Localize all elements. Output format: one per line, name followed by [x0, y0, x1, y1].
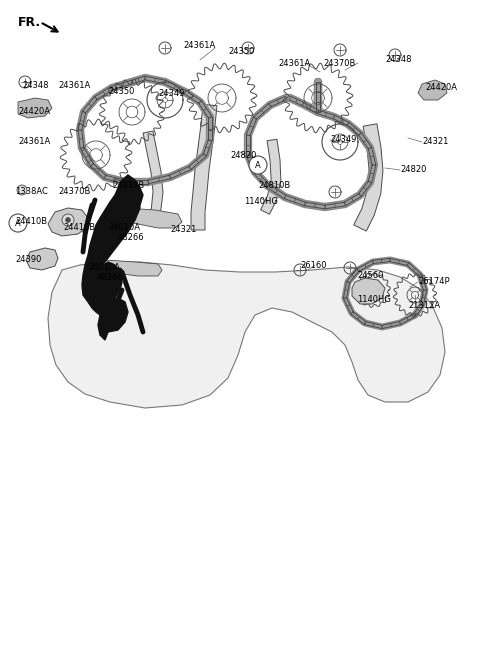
Text: 1338AC: 1338AC — [15, 187, 48, 195]
Text: 24350: 24350 — [228, 48, 254, 57]
Text: 48266: 48266 — [97, 273, 124, 282]
Polygon shape — [352, 278, 385, 304]
Text: 24820: 24820 — [230, 152, 256, 160]
Text: 24350: 24350 — [108, 88, 134, 96]
Text: 24348: 24348 — [385, 55, 411, 65]
Text: 24321: 24321 — [422, 137, 448, 147]
Text: 24010A: 24010A — [88, 263, 120, 271]
Polygon shape — [354, 124, 383, 231]
Text: 24410B: 24410B — [15, 218, 47, 226]
Circle shape — [62, 214, 74, 226]
Text: 26174P: 26174P — [418, 277, 450, 286]
Polygon shape — [18, 98, 52, 118]
Text: 1140HG: 1140HG — [357, 296, 391, 304]
Polygon shape — [143, 131, 163, 227]
Text: 24810B: 24810B — [112, 182, 144, 191]
Polygon shape — [48, 208, 88, 236]
Text: 24420A: 24420A — [425, 84, 457, 92]
Text: 21312A: 21312A — [408, 302, 440, 310]
Text: 24410B: 24410B — [63, 224, 95, 232]
Text: 24349: 24349 — [330, 135, 356, 145]
Text: 24420A: 24420A — [18, 108, 50, 117]
Circle shape — [17, 185, 27, 195]
Text: 24361A: 24361A — [278, 59, 310, 67]
Text: 24560: 24560 — [357, 271, 384, 279]
Text: 24349: 24349 — [158, 90, 184, 98]
Polygon shape — [98, 298, 128, 340]
Text: 24820: 24820 — [400, 166, 426, 174]
Text: 24370B: 24370B — [323, 59, 355, 67]
Polygon shape — [48, 262, 445, 408]
Polygon shape — [418, 80, 447, 100]
Text: 24010A: 24010A — [108, 224, 140, 232]
Text: 26160: 26160 — [300, 261, 326, 269]
Text: 24361A: 24361A — [183, 42, 215, 51]
Text: 24348: 24348 — [22, 81, 48, 90]
Text: 24361A: 24361A — [18, 137, 50, 147]
Text: 24390: 24390 — [15, 255, 41, 265]
Text: 48266: 48266 — [118, 234, 144, 242]
Text: A: A — [255, 160, 261, 170]
Text: FR.: FR. — [18, 15, 41, 28]
Polygon shape — [191, 104, 217, 230]
Circle shape — [65, 218, 71, 222]
Polygon shape — [108, 208, 182, 228]
Text: 24361A: 24361A — [58, 81, 90, 90]
Text: 24321: 24321 — [170, 226, 196, 234]
Polygon shape — [26, 248, 58, 270]
Text: 24370B: 24370B — [58, 187, 90, 195]
Circle shape — [249, 156, 267, 174]
Text: 1140HG: 1140HG — [244, 197, 278, 207]
Polygon shape — [88, 260, 162, 276]
Polygon shape — [261, 139, 281, 214]
Circle shape — [9, 214, 27, 232]
Text: A: A — [15, 218, 21, 228]
Polygon shape — [82, 175, 143, 315]
Text: 24810B: 24810B — [258, 182, 290, 191]
